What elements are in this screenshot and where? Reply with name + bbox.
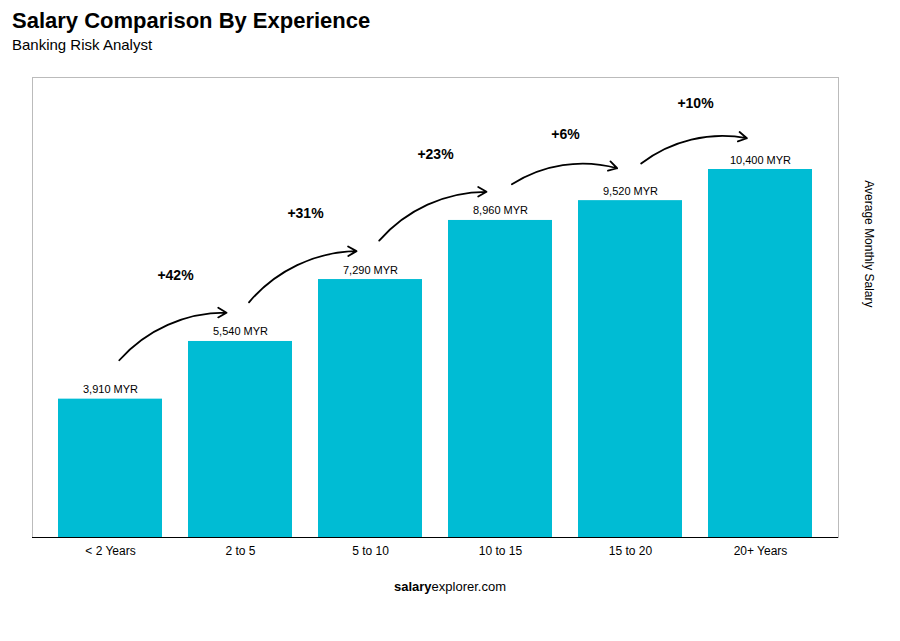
svg-text:+10%: +10% bbox=[677, 95, 714, 111]
svg-text:10 to 15: 10 to 15 bbox=[479, 544, 523, 558]
html-text:Salary Comparison By Experienc: Salary Comparison By Experience bbox=[12, 8, 371, 33]
svg-text:+23%: +23% bbox=[417, 146, 454, 162]
svg-text:+31%: +31% bbox=[287, 205, 324, 221]
svg-text:3,910 MYR: 3,910 MYR bbox=[83, 383, 138, 395]
svg-text:+6%: +6% bbox=[551, 126, 580, 142]
svg-text:9,520 MYR: 9,520 MYR bbox=[603, 185, 658, 197]
svg-text:5,540 MYR: 5,540 MYR bbox=[213, 325, 268, 337]
html-text:Banking Risk Analyst: Banking Risk Analyst bbox=[12, 36, 153, 53]
svg-text:2 to 5: 2 to 5 bbox=[225, 544, 255, 558]
svg-text:10,400 MYR: 10,400 MYR bbox=[730, 154, 791, 166]
svg-text:15 to 20: 15 to 20 bbox=[609, 544, 653, 558]
svg-text:5 to 10: 5 to 10 bbox=[352, 544, 389, 558]
svg-text:20+ Years: 20+ Years bbox=[734, 544, 788, 558]
svg-text:8,960 MYR: 8,960 MYR bbox=[473, 204, 528, 216]
html-text:salary explorer.com: salary explorer.com bbox=[394, 579, 506, 594]
svg-text:Average Monthly Salary: Average Monthly Salary bbox=[862, 180, 876, 307]
svg-text:7,290 MYR: 7,290 MYR bbox=[343, 264, 398, 276]
svg-text:< 2 Years: < 2 Years bbox=[85, 544, 135, 558]
svg-text:+42%: +42% bbox=[157, 267, 194, 283]
